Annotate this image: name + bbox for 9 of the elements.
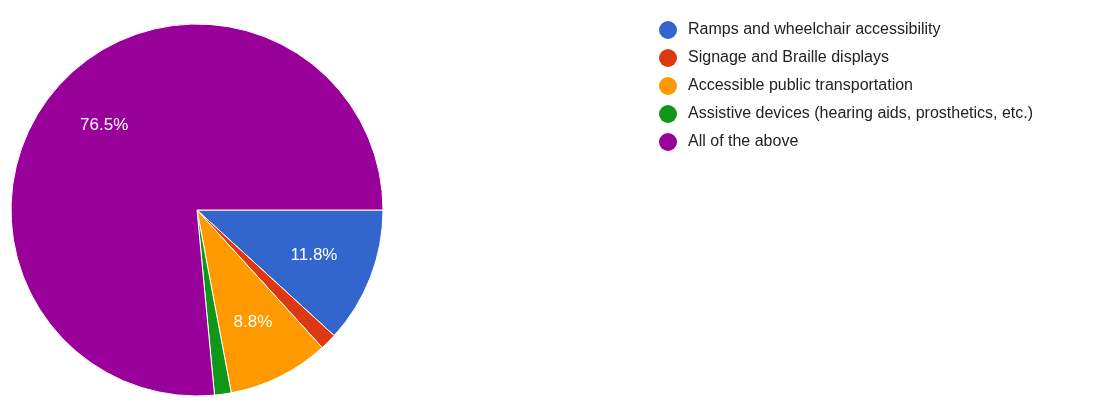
data-label: 11.8%	[290, 244, 338, 264]
data-label: 76.5%	[80, 114, 129, 134]
legend-label: Accessible public transportation	[688, 76, 914, 94]
data-label: 8.8%	[233, 311, 273, 331]
legend-label: Assistive devices (hearing aids, prosthetics, etc.)	[688, 104, 1034, 122]
pie-slice	[10, 23, 384, 397]
legend-label: Signage and Braille displays	[688, 48, 890, 66]
legend-label: Ramps and wheelchair accessibility	[688, 20, 941, 38]
legend-label: All of the above	[688, 132, 799, 150]
